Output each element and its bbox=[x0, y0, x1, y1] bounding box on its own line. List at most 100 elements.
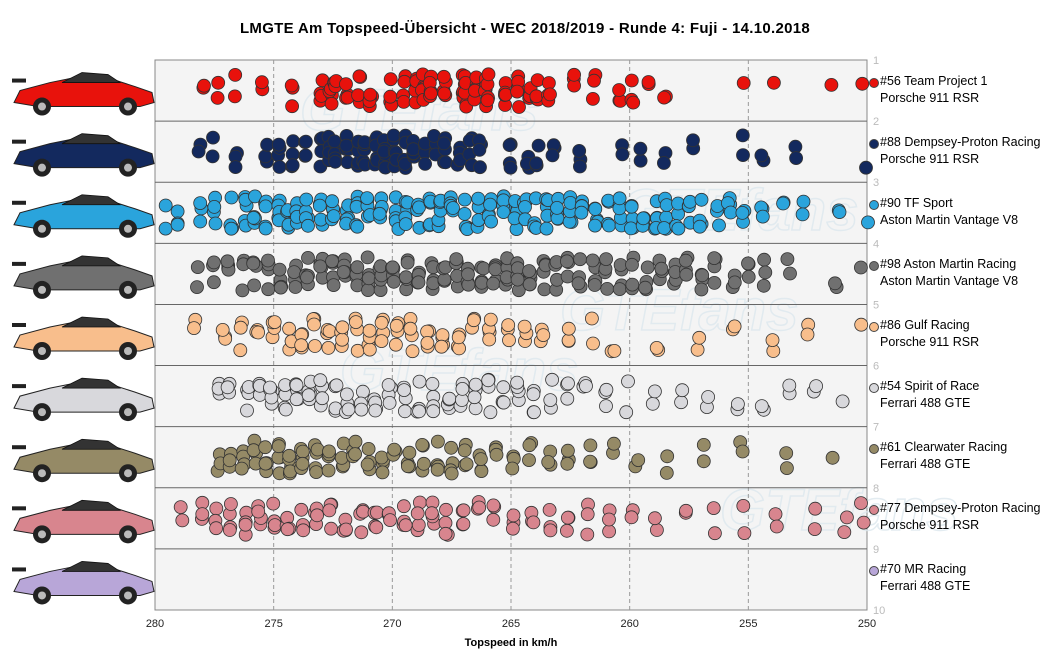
data-point bbox=[510, 84, 524, 99]
data-point bbox=[374, 334, 389, 349]
legend-entry: #61 Clearwater Racing Ferrari 488 GTE bbox=[880, 439, 1007, 473]
legend-marker bbox=[869, 138, 879, 149]
data-point bbox=[294, 502, 309, 517]
data-point bbox=[247, 278, 262, 293]
data-point bbox=[767, 75, 781, 90]
data-point bbox=[648, 384, 662, 399]
porsche-911-rsr-56-livery-icon bbox=[12, 72, 155, 116]
data-point bbox=[496, 205, 511, 220]
data-point bbox=[296, 523, 311, 538]
data-point bbox=[329, 378, 344, 393]
data-point bbox=[434, 339, 449, 354]
data-point bbox=[621, 374, 635, 389]
data-point bbox=[158, 198, 173, 213]
data-point bbox=[583, 438, 598, 453]
legend-entry-car: Ferrari 488 GTE bbox=[880, 579, 971, 594]
data-point bbox=[457, 443, 472, 458]
data-point bbox=[246, 210, 261, 225]
data-point bbox=[206, 130, 220, 145]
data-point bbox=[411, 275, 426, 290]
data-point bbox=[449, 252, 464, 267]
data-point bbox=[301, 218, 315, 233]
data-point bbox=[512, 100, 526, 114]
data-point bbox=[328, 154, 343, 169]
data-point bbox=[481, 373, 496, 388]
data-point bbox=[170, 204, 185, 219]
data-point bbox=[796, 194, 811, 209]
data-point bbox=[807, 522, 822, 536]
legend-entry-car: Porsche 911 RSR bbox=[880, 335, 980, 349]
data-point bbox=[599, 382, 614, 397]
data-point bbox=[859, 160, 873, 175]
data-point bbox=[301, 250, 315, 265]
data-point bbox=[567, 67, 581, 82]
data-point bbox=[855, 76, 870, 91]
data-point bbox=[361, 441, 376, 456]
data-point bbox=[561, 443, 575, 458]
data-point bbox=[411, 518, 426, 532]
data-point bbox=[599, 252, 613, 267]
data-point bbox=[587, 278, 602, 292]
data-point bbox=[856, 515, 871, 530]
y-tick-label: 5 bbox=[873, 299, 879, 311]
data-point bbox=[339, 77, 353, 91]
data-point bbox=[612, 282, 627, 297]
data-point bbox=[209, 521, 224, 536]
data-point bbox=[260, 137, 275, 152]
data-point bbox=[418, 156, 433, 171]
data-point bbox=[341, 402, 356, 417]
data-point bbox=[808, 501, 823, 516]
data-point bbox=[400, 255, 415, 270]
data-point bbox=[561, 321, 576, 336]
y-tick-label: 2 bbox=[873, 116, 879, 128]
data-point bbox=[496, 380, 511, 395]
data-point bbox=[315, 391, 330, 406]
y-tick-label: 8 bbox=[873, 483, 879, 495]
data-point bbox=[309, 465, 324, 480]
data-point bbox=[563, 195, 578, 210]
data-point bbox=[612, 191, 627, 206]
data-point bbox=[583, 454, 597, 469]
data-point bbox=[657, 90, 671, 105]
data-point bbox=[258, 199, 273, 214]
data-point bbox=[505, 461, 520, 476]
porsche-911-rsr-86-livery-icon bbox=[12, 316, 155, 360]
data-point bbox=[313, 259, 328, 274]
legend-entry: #98 Aston Martin Racing Aston Martin Vant… bbox=[880, 256, 1018, 290]
data-point bbox=[399, 270, 413, 285]
data-point bbox=[679, 267, 694, 282]
data-point bbox=[659, 465, 674, 480]
data-point bbox=[484, 214, 499, 229]
data-point bbox=[383, 72, 398, 87]
data-point bbox=[209, 501, 224, 516]
data-point bbox=[273, 280, 288, 295]
data-point bbox=[476, 261, 491, 276]
data-point bbox=[737, 526, 752, 540]
data-point bbox=[579, 379, 593, 393]
legend-marker bbox=[869, 77, 879, 88]
data-point bbox=[197, 78, 211, 93]
data-point bbox=[736, 498, 751, 513]
x-tick-label: 255 bbox=[739, 618, 757, 630]
data-point bbox=[444, 466, 459, 481]
data-point bbox=[854, 260, 868, 275]
data-point bbox=[251, 325, 266, 340]
data-point bbox=[220, 380, 235, 395]
legend-marker bbox=[869, 260, 879, 271]
data-point bbox=[481, 67, 496, 82]
data-point bbox=[356, 504, 370, 519]
data-point bbox=[683, 194, 697, 209]
data-point bbox=[360, 250, 375, 265]
data-point bbox=[398, 217, 413, 232]
data-point bbox=[754, 148, 769, 163]
data-point bbox=[360, 191, 375, 206]
data-point bbox=[522, 277, 537, 292]
data-point bbox=[625, 257, 639, 272]
data-point bbox=[193, 214, 208, 229]
legend-entry-name: #54 Spirit of Race bbox=[880, 379, 980, 394]
data-point bbox=[686, 133, 700, 148]
data-point bbox=[258, 149, 273, 164]
legend-entry-name: #98 Aston Martin Racing bbox=[880, 256, 1017, 271]
data-point bbox=[690, 342, 705, 357]
